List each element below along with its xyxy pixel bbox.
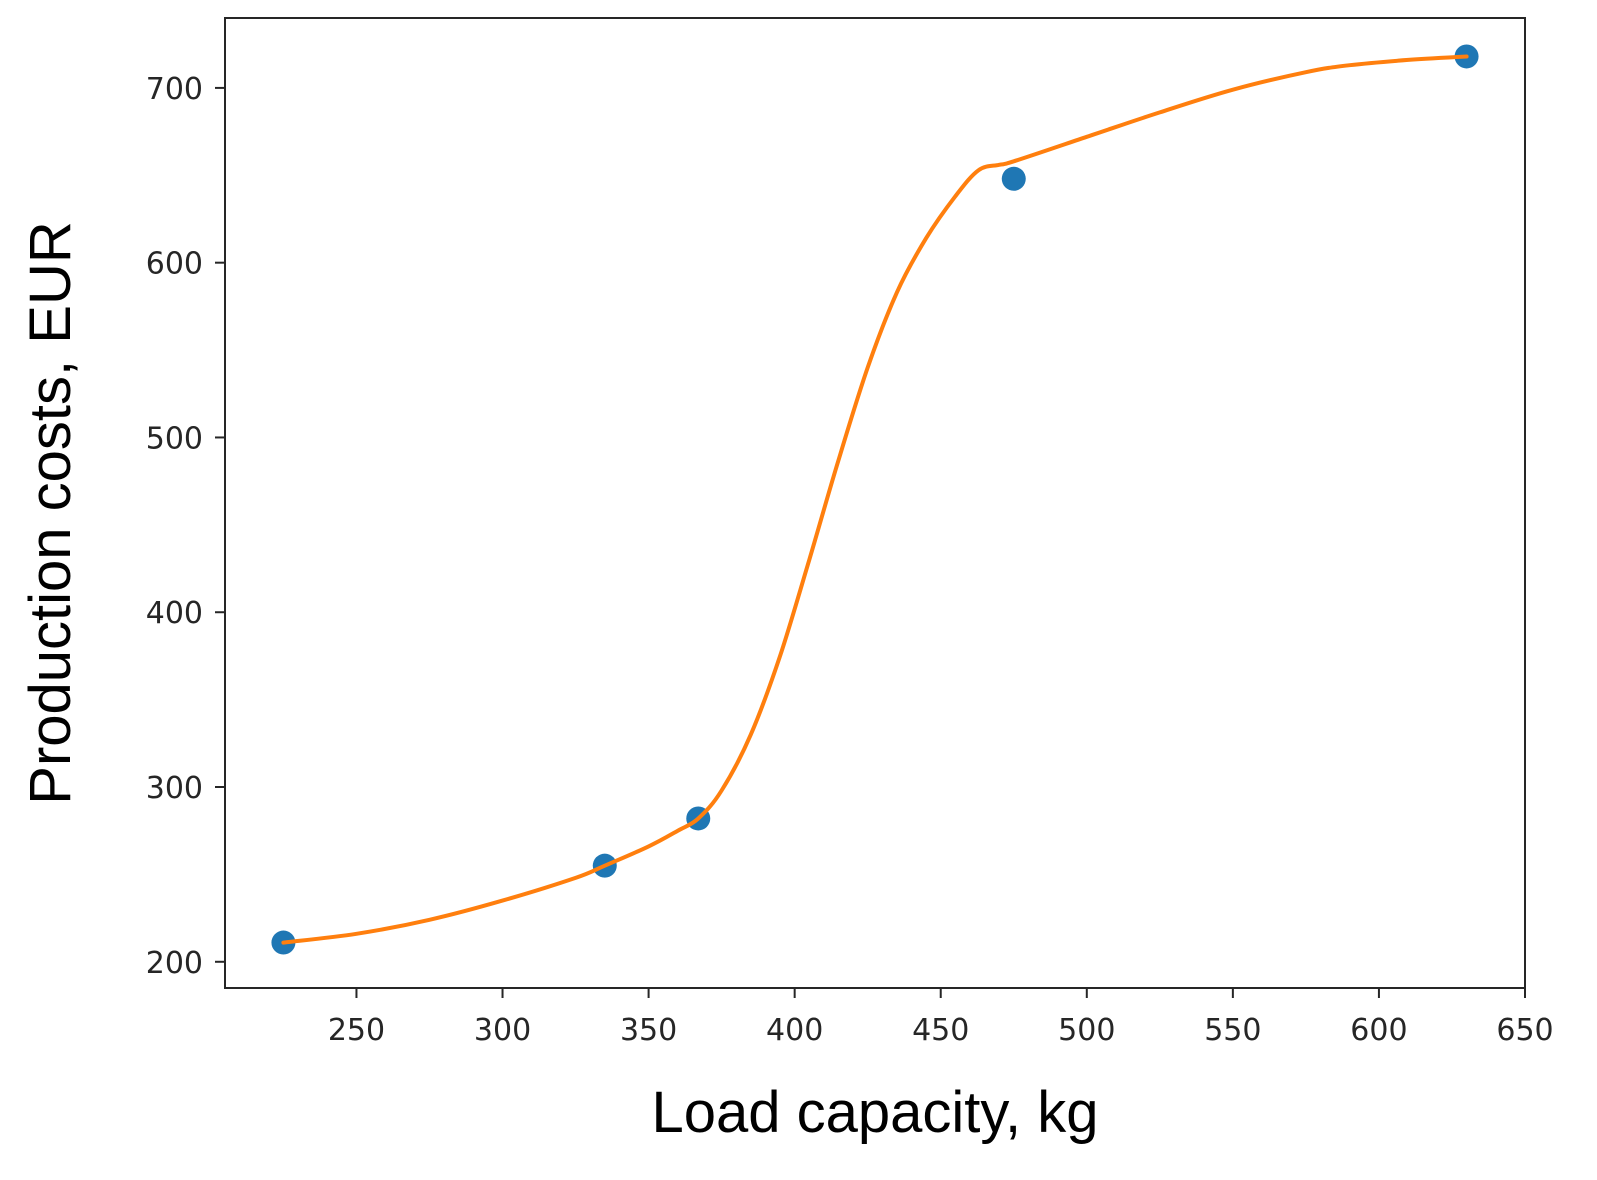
- plot-area: [224, 17, 1526, 989]
- x-tick-label: 300: [474, 1013, 531, 1048]
- y-axis-title: Production costs, EUR: [18, 221, 83, 804]
- y-tick-label: 200: [146, 946, 203, 981]
- x-tick-label: 450: [912, 1013, 969, 1048]
- y-axis-ticks: 200 300 400 500 600 700: [146, 72, 225, 981]
- scatter-series: [271, 44, 1479, 955]
- x-axis-title: Load capacity, kg: [651, 1080, 1098, 1145]
- data-point: [1001, 166, 1026, 191]
- x-tick-label: 650: [1496, 1013, 1553, 1048]
- x-tick-label: 500: [1058, 1013, 1115, 1048]
- x-tick-label: 550: [1204, 1013, 1261, 1048]
- y-tick-label: 300: [146, 771, 203, 806]
- y-tick-label: 600: [146, 247, 203, 282]
- x-tick-label: 400: [766, 1013, 823, 1048]
- fit-curve: [281, 54, 1469, 945]
- x-axis-ticks: 250 300 350 400 450 500 550 600 650: [328, 988, 1554, 1048]
- x-tick-label: 350: [620, 1013, 677, 1048]
- y-tick-label: 700: [146, 72, 203, 107]
- x-tick-label: 250: [328, 1013, 385, 1048]
- plot-frame: [224, 17, 1526, 989]
- y-tick-label: 500: [146, 421, 203, 456]
- y-tick-label: 400: [146, 596, 203, 631]
- x-tick-label: 600: [1350, 1013, 1407, 1048]
